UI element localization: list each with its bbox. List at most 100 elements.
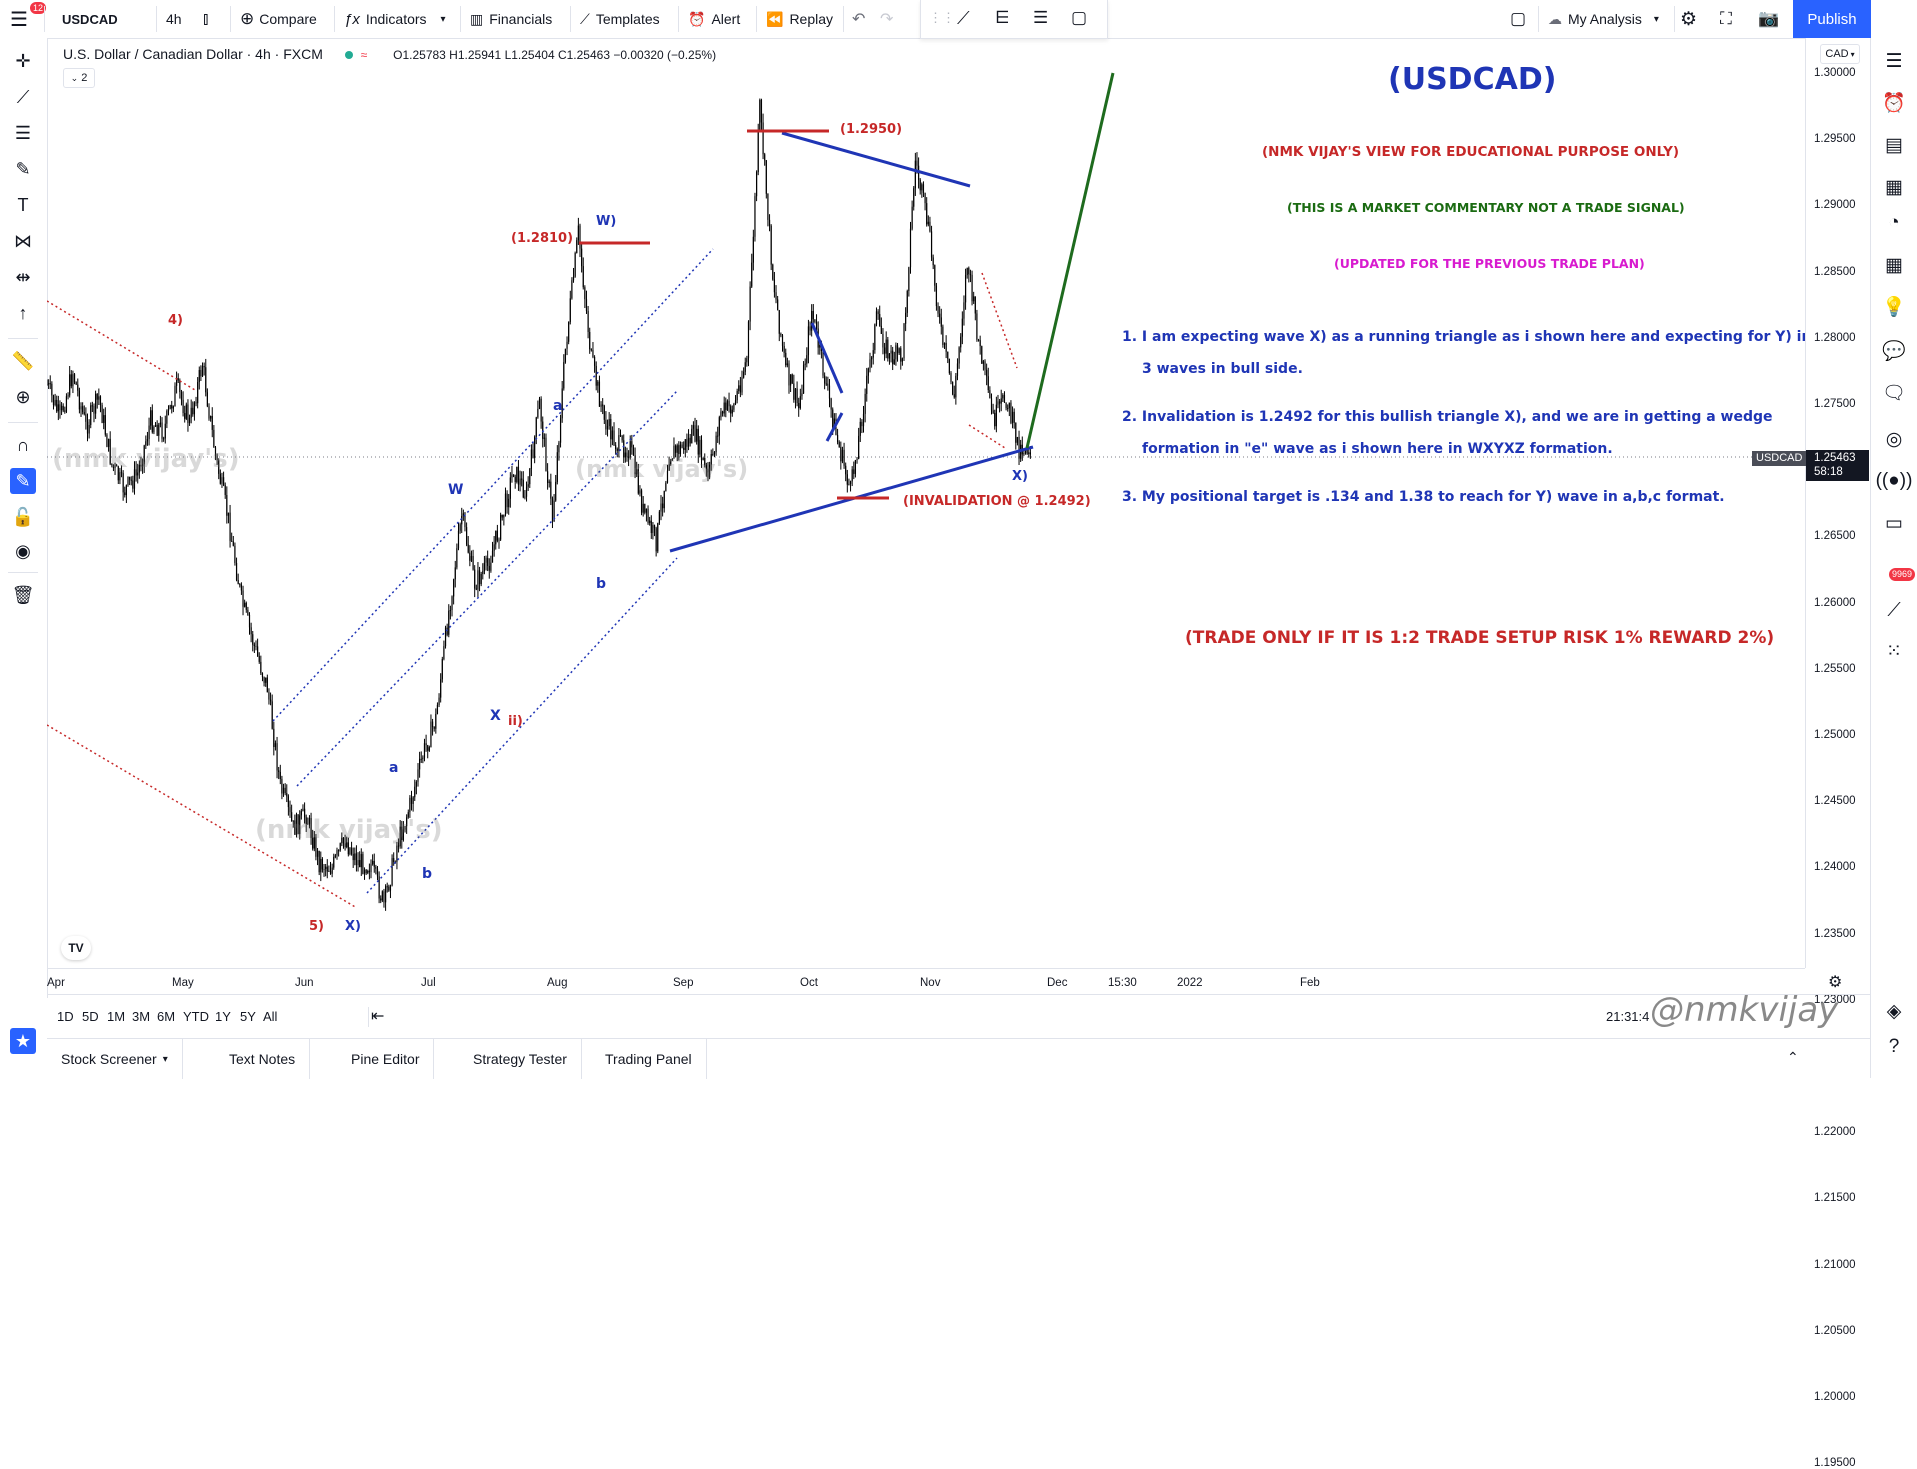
rectangle-icon[interactable]: ▢ (1071, 8, 1088, 27)
chevron-up-icon[interactable]: ⌃ (1787, 1049, 1799, 1065)
main-menu-button[interactable]: ☰ 12 (10, 0, 47, 38)
legend-title[interactable]: U.S. Dollar / Canadian Dollar · 4h · FXC… (63, 46, 323, 62)
replay-button[interactable]: ⏪ Replay (766, 0, 833, 38)
range-button-1m[interactable]: 1M (107, 1009, 126, 1024)
candle-body (699, 439, 701, 455)
camera-icon[interactable]: 📷 (1758, 9, 1780, 28)
candle-body (908, 267, 910, 291)
news-icon[interactable]: ▦ (1885, 176, 1903, 198)
bottom-tab-trading-panel[interactable]: Trading Panel (591, 1039, 707, 1079)
candle-body (388, 886, 390, 891)
channel-icon[interactable]: ☰ (1033, 8, 1049, 27)
chart-canvas[interactable] (47, 38, 1805, 968)
alert-button[interactable]: ⏰ Alert (688, 0, 740, 38)
range-button-6m[interactable]: 6M (157, 1009, 176, 1024)
compare-button[interactable]: ⊕ Compare (240, 0, 317, 38)
currency-select[interactable]: CAD ▾ (1820, 44, 1860, 64)
hotlists-icon[interactable]: ◔ (1888, 212, 1900, 233)
candle-body (467, 544, 469, 553)
price-axis[interactable]: CAD ▾ 1.30000 1.29500 1.29000 1.28500 1.2800… (1805, 38, 1872, 1469)
range-button-5d[interactable]: 5D (82, 1009, 99, 1024)
target-projection-line (1025, 72, 1115, 449)
publish-button[interactable]: Publish (1793, 0, 1871, 38)
calendar-icon[interactable]: ▦ (1885, 254, 1903, 276)
redo-icon[interactable]: ↷ (880, 11, 894, 28)
financials-button[interactable]: ▥ Financials (470, 0, 552, 38)
layout-menu-button[interactable]: ☁ My Analysis ▾ (1548, 0, 1659, 38)
range-button-5y[interactable]: 5Y (240, 1009, 256, 1024)
trend-icon[interactable]: ⟋ (1887, 600, 1901, 621)
watchlist-icon[interactable]: ☰ (1885, 50, 1903, 72)
pitchfork-icon[interactable]: ⋿ (995, 8, 1010, 27)
favorites-star-icon[interactable]: ★ (10, 1028, 36, 1054)
chats-icon[interactable]: 🗨 (1881, 383, 1907, 404)
candle-body (811, 310, 813, 331)
drag-handle-icon[interactable]: ⋮⋮ (929, 10, 955, 25)
candle-body (689, 437, 691, 444)
candle-body (216, 455, 218, 461)
range-button-1y[interactable]: 1Y (215, 1009, 231, 1024)
symbol-search-button[interactable]: USDCAD (62, 11, 118, 27)
chat-icon[interactable]: 💬 (1882, 341, 1906, 362)
fullscreen-icon[interactable]: ⛶ (1720, 9, 1732, 28)
tradingview-logo-icon[interactable]: TV (61, 936, 91, 960)
settings-gear-icon[interactable]: ⚙ (1680, 8, 1698, 30)
alerts-clock-icon[interactable]: ⏰ (1882, 93, 1906, 114)
stay-in-drawing-mode-icon[interactable]: ✎ (10, 468, 36, 494)
time-axis[interactable]: Apr May Jun Jul Aug Sep Oct Nov Dec 15:30 2022 Feb (47, 968, 1805, 995)
candle-body (399, 826, 401, 847)
range-button-all[interactable]: All (263, 1009, 278, 1024)
broadcast-icon[interactable]: ((●)) (1875, 470, 1913, 491)
lock-icon[interactable]: 🔓 (11, 506, 35, 527)
candle-body (734, 400, 737, 404)
streams-icon[interactable]: ◎ (1885, 428, 1903, 450)
text-tool-icon[interactable]: T (17, 194, 29, 215)
undo-icon[interactable]: ↶ (852, 11, 866, 28)
prediction-icon[interactable]: ⇹ (15, 266, 31, 287)
arrow-up-icon[interactable]: ↑ (18, 302, 28, 323)
candle-body (929, 221, 931, 232)
trend-line-icon[interactable]: ⟋ (16, 86, 30, 107)
range-button-1d[interactable]: 1D (57, 1009, 74, 1024)
candle-body (271, 701, 273, 729)
select-square-icon[interactable]: ▢ (1510, 9, 1527, 28)
ruler-icon[interactable]: 📏 (11, 350, 35, 371)
bottom-tab-stock-screener[interactable]: Stock Screener ▾ (47, 1039, 183, 1079)
help-icon[interactable]: ? (1888, 1036, 1900, 1057)
templates-button[interactable]: ⟋ Templates (580, 0, 660, 38)
crosshair-icon[interactable]: ✛ (15, 50, 31, 71)
clock-readout[interactable]: 21:31:4 (1606, 1009, 1650, 1024)
chart-type-candles-icon[interactable]: ⫾ (203, 9, 209, 28)
menu-badge: 12 (30, 2, 47, 14)
pattern-icon[interactable]: ⋈ (14, 230, 32, 251)
legend-collapse-button[interactable]: ⌄ 2 (63, 68, 95, 88)
order-panel-icon[interactable]: ⁙ (1886, 640, 1902, 662)
indicators-button[interactable]: ƒx Indicators ▾ (344, 0, 446, 38)
candle-body (623, 440, 625, 458)
candle-body (472, 556, 474, 570)
pine-icon[interactable] (1881, 558, 1907, 584)
axis-settings-gear-icon[interactable]: ⚙ (1828, 974, 1843, 991)
fib-retracement-icon[interactable]: ☰ (14, 122, 32, 143)
bottom-tab-pine-editor[interactable]: Pine Editor (337, 1039, 435, 1079)
candle-body (864, 393, 866, 414)
layers-icon[interactable]: ◈ (1886, 1000, 1902, 1022)
ideas-lightbulb-icon[interactable]: 💡 (1882, 297, 1906, 318)
trend-line-icon[interactable]: ⟋ (957, 8, 970, 28)
bottom-tab-text-notes[interactable]: Text Notes (215, 1039, 311, 1079)
brush-icon[interactable]: ✎ (15, 158, 31, 179)
notifications-icon[interactable]: ▭ (1885, 512, 1903, 534)
data-window-icon[interactable]: ▤ (1885, 134, 1903, 156)
range-button-ytd[interactable]: YTD (183, 1009, 209, 1024)
candle-body (145, 441, 147, 446)
bottom-tab-strategy-tester[interactable]: Strategy Tester (459, 1039, 582, 1079)
magnet-icon[interactable]: ∩ (16, 434, 30, 455)
range-button-3m[interactable]: 3M (132, 1009, 151, 1024)
goto-date-icon[interactable]: ⇤ (371, 1008, 385, 1025)
interval-button[interactable]: 4h (166, 11, 182, 27)
eye-icon[interactable]: ◉ (15, 540, 31, 561)
candle-body (859, 421, 861, 436)
zoom-in-icon[interactable]: ⊕ (15, 386, 31, 407)
candle-body (346, 842, 348, 847)
trash-icon[interactable]: 🗑 (11, 584, 35, 605)
